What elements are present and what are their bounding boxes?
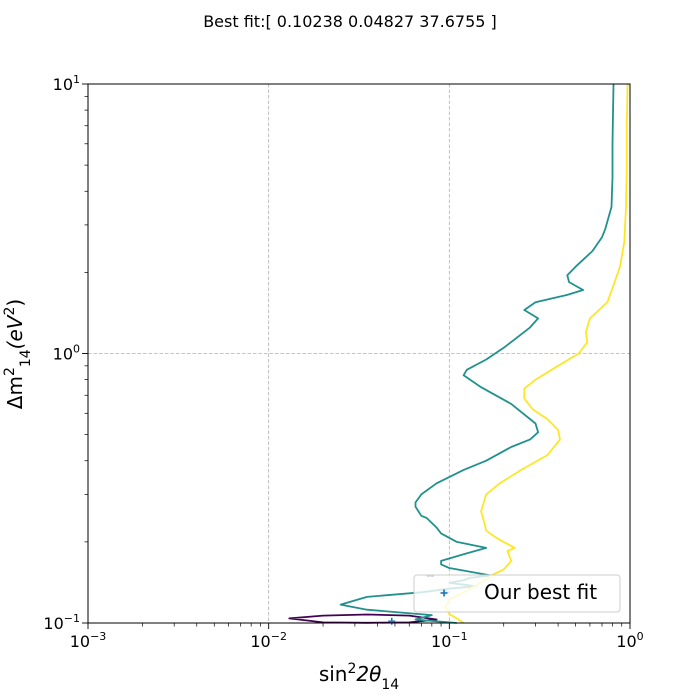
chart-title: Best fit:[ 0.10238 0.04827 37.6755 ]: [203, 12, 497, 31]
legend-marker-icon: [440, 589, 448, 597]
plot-area-frame: [87, 83, 631, 624]
axis-ticks: 10−3 10−2 10−1 100 10−1 100 101: [43, 73, 643, 651]
y-tick-label: 100: [53, 343, 80, 364]
legend: Our best fit: [413, 574, 621, 613]
grid-lines: [88, 84, 630, 623]
legend-label: Our best fit: [484, 580, 597, 604]
y-axis-label: Δm214(eV2): [2, 299, 34, 409]
legend-box: [413, 574, 621, 613]
y-tick-label: 10−1: [43, 612, 80, 633]
best-fit-marker: [388, 617, 396, 625]
y-tick-label: 101: [53, 73, 80, 94]
x-tick-label: 100: [616, 630, 643, 651]
x-axis-label: sin22θ14: [319, 661, 399, 693]
x-tick-label: 10−3: [70, 630, 107, 651]
x-tick-label: 10−1: [431, 630, 468, 651]
x-tick-label: 10−2: [250, 630, 287, 651]
